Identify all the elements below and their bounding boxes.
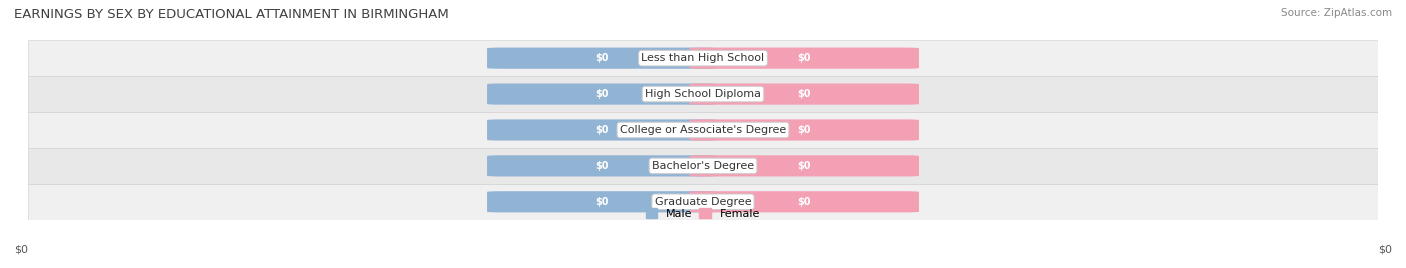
FancyBboxPatch shape xyxy=(486,191,717,213)
FancyBboxPatch shape xyxy=(486,83,717,105)
Text: $0: $0 xyxy=(595,197,609,207)
Text: High School Diploma: High School Diploma xyxy=(645,89,761,99)
Text: Graduate Degree: Graduate Degree xyxy=(655,197,751,207)
Bar xyxy=(28,112,1378,148)
Text: $0: $0 xyxy=(797,197,811,207)
Text: $0: $0 xyxy=(14,245,28,255)
Text: College or Associate's Degree: College or Associate's Degree xyxy=(620,125,786,135)
Text: $0: $0 xyxy=(797,53,811,63)
Bar xyxy=(28,40,1378,76)
Bar xyxy=(28,184,1378,220)
Text: EARNINGS BY SEX BY EDUCATIONAL ATTAINMENT IN BIRMINGHAM: EARNINGS BY SEX BY EDUCATIONAL ATTAINMEN… xyxy=(14,8,449,21)
Text: $0: $0 xyxy=(595,125,609,135)
FancyBboxPatch shape xyxy=(689,47,920,69)
FancyBboxPatch shape xyxy=(486,119,717,141)
FancyBboxPatch shape xyxy=(689,191,920,213)
Text: Bachelor's Degree: Bachelor's Degree xyxy=(652,161,754,171)
Text: Less than High School: Less than High School xyxy=(641,53,765,63)
Text: $0: $0 xyxy=(595,161,609,171)
FancyBboxPatch shape xyxy=(486,155,717,177)
Text: $0: $0 xyxy=(797,125,811,135)
FancyBboxPatch shape xyxy=(689,119,920,141)
FancyBboxPatch shape xyxy=(689,155,920,177)
Text: $0: $0 xyxy=(797,89,811,99)
Bar xyxy=(28,148,1378,184)
Text: Source: ZipAtlas.com: Source: ZipAtlas.com xyxy=(1281,8,1392,18)
FancyBboxPatch shape xyxy=(689,83,920,105)
FancyBboxPatch shape xyxy=(486,47,717,69)
Text: $0: $0 xyxy=(595,89,609,99)
Legend: Male, Female: Male, Female xyxy=(641,204,765,223)
Bar xyxy=(28,76,1378,112)
Text: $0: $0 xyxy=(797,161,811,171)
Text: $0: $0 xyxy=(595,53,609,63)
Text: $0: $0 xyxy=(1378,245,1392,255)
